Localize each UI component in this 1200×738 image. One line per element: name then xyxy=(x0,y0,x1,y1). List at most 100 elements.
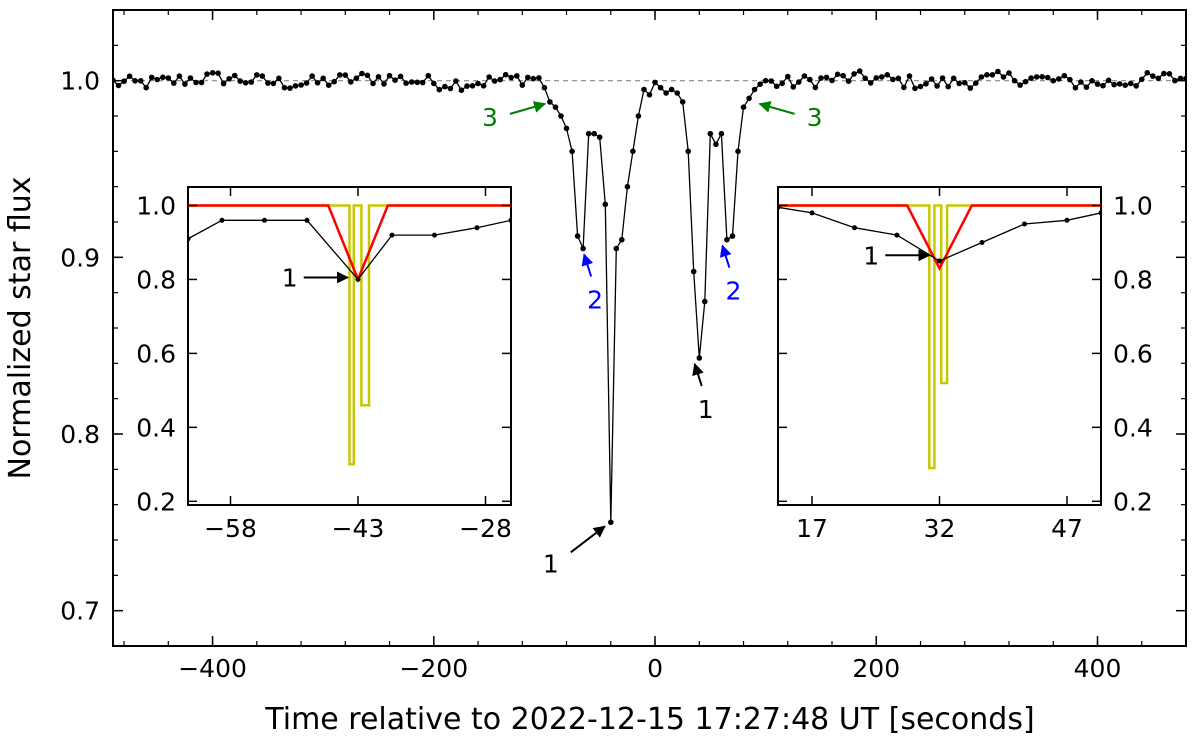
flux-point xyxy=(901,84,907,91)
flux-point xyxy=(270,80,277,87)
flux-point xyxy=(414,79,421,86)
flux-point xyxy=(386,72,393,79)
main-annotations: 3 3 2 2 1 1 xyxy=(482,101,823,578)
y-tick-label: 0.8 xyxy=(60,420,100,449)
flux-point xyxy=(973,80,979,86)
flux-point xyxy=(226,76,232,82)
flux-point xyxy=(635,113,642,119)
flux-point xyxy=(1033,74,1040,80)
flux-point xyxy=(237,78,243,84)
flux-point xyxy=(707,130,714,137)
flux-point xyxy=(1177,75,1184,82)
flux-point xyxy=(447,85,454,92)
flux-point xyxy=(1127,80,1134,87)
flux-point xyxy=(132,78,138,84)
flux-point xyxy=(353,75,360,81)
flux-point xyxy=(176,73,183,79)
flux-point xyxy=(574,233,581,239)
flux-point xyxy=(585,130,592,137)
flux-point xyxy=(569,148,575,155)
flux-point xyxy=(469,83,476,89)
right-inset-frame xyxy=(777,186,1102,506)
flux-point xyxy=(724,236,730,243)
flux-point xyxy=(1155,75,1162,82)
smoothed-model xyxy=(778,204,1101,272)
flux-point xyxy=(381,81,387,87)
x-tick-label: −200 xyxy=(399,654,468,683)
flux-point xyxy=(613,245,620,252)
flux-point xyxy=(480,83,487,89)
flux-point xyxy=(834,71,841,78)
flux-point xyxy=(442,83,448,90)
flux-point xyxy=(757,81,763,87)
flux-point xyxy=(746,95,752,102)
flux-point xyxy=(790,84,797,90)
flux-point xyxy=(845,78,852,84)
annotation-arrow xyxy=(692,362,704,387)
y-axis-label: Normalized star flux xyxy=(3,177,38,480)
flux-point xyxy=(608,519,614,526)
flux-point xyxy=(359,70,365,77)
flux-point xyxy=(895,75,902,82)
observed-point xyxy=(474,225,480,231)
flux-point xyxy=(807,76,813,83)
flux-point xyxy=(950,75,957,82)
flux-point xyxy=(375,74,382,80)
inset-x-tick-label: −28 xyxy=(459,514,512,543)
flux-point xyxy=(126,73,133,79)
flux-point xyxy=(685,148,691,155)
flux-point xyxy=(1000,74,1007,80)
flux-point xyxy=(862,75,868,82)
observed-point xyxy=(262,217,267,223)
flux-point xyxy=(259,73,266,79)
flux-point xyxy=(397,73,404,80)
annotation-label: 3 xyxy=(807,103,823,132)
annotation-label: 3 xyxy=(482,103,498,132)
inset-y-tick-label: 0.4 xyxy=(136,413,176,442)
flux-point xyxy=(1105,77,1112,84)
flux-point xyxy=(995,68,1001,75)
flux-point xyxy=(679,99,686,105)
flux-point xyxy=(1111,81,1117,88)
observed-point xyxy=(432,232,437,238)
flux-point xyxy=(209,70,216,76)
flux-point xyxy=(314,80,321,86)
flux-point xyxy=(1172,77,1178,84)
flux-point xyxy=(718,130,725,137)
flux-point xyxy=(154,76,160,83)
flux-point xyxy=(823,74,830,81)
flux-point xyxy=(547,99,553,105)
observed-point xyxy=(508,217,511,223)
flux-point xyxy=(431,80,437,87)
flux-point xyxy=(1133,83,1139,89)
flux-point xyxy=(220,80,227,87)
flux-point xyxy=(541,84,548,91)
flux-point xyxy=(453,78,459,84)
flux-point xyxy=(751,86,758,93)
annotation-label: 2 xyxy=(725,277,741,306)
flux-point xyxy=(491,78,498,84)
flux-point xyxy=(320,75,327,82)
flux-point xyxy=(337,72,343,78)
annotation-arrow xyxy=(758,101,795,115)
flux-point xyxy=(563,125,570,132)
flux-point xyxy=(729,233,736,239)
flux-point xyxy=(502,71,509,78)
flux-point xyxy=(165,75,172,81)
flux-point xyxy=(624,183,631,190)
flux-point xyxy=(392,77,398,83)
flux-point xyxy=(464,83,470,89)
observed-point xyxy=(979,240,985,245)
flux-point xyxy=(292,83,299,89)
observed-point xyxy=(355,276,361,282)
inset-y-tick-label: 0.6 xyxy=(136,339,176,368)
annotation-arrow xyxy=(570,525,606,554)
flux-point xyxy=(519,82,526,88)
main-series xyxy=(113,68,1186,526)
flux-point xyxy=(193,79,199,86)
flux-point xyxy=(436,86,443,93)
observed-point xyxy=(304,217,310,223)
inset-y-tick-label: 1.0 xyxy=(1113,191,1153,220)
flux-point xyxy=(552,104,559,110)
